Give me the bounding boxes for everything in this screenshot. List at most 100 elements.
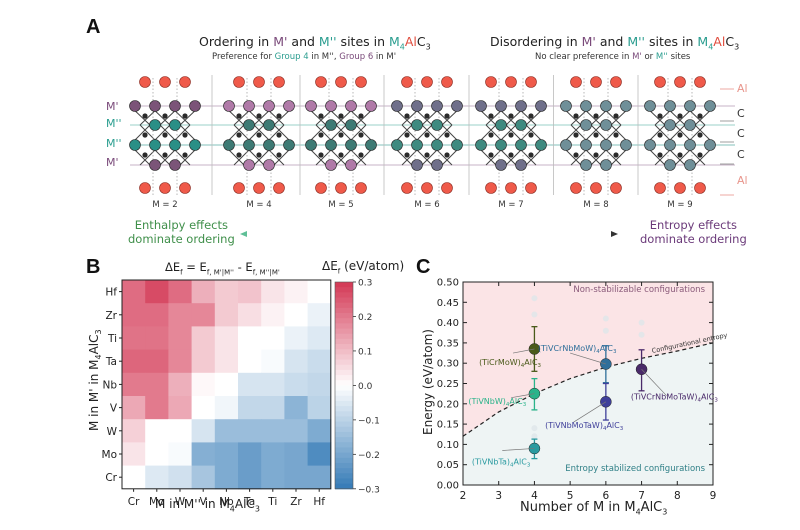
al-atom [315, 76, 327, 88]
heatmap-cell [191, 442, 216, 467]
c-atom [444, 132, 450, 138]
m-atom [580, 100, 592, 112]
colorbar-tick-label: 0.1 [358, 347, 372, 357]
heatmap-cell [238, 419, 262, 443]
structure-label-m4: M = 4 [246, 200, 272, 210]
x-tick-label: Mo [149, 496, 164, 508]
heatmap-cell [307, 326, 332, 351]
al-atom [253, 76, 265, 88]
heatmap-cell [191, 396, 216, 420]
heatmap-cell [122, 372, 146, 397]
formula-al: Al [713, 34, 726, 49]
al-atom [355, 76, 367, 88]
xlabel-part: AlC [640, 500, 663, 515]
m-double-prime-label: M'' [318, 34, 337, 49]
heatmap-cell [284, 465, 309, 490]
m-atom [345, 139, 357, 151]
al-atom [590, 182, 602, 194]
structure-label-m6: M = 6 [414, 200, 440, 210]
heatmap-xlabel: M in M'' in M4AlC3 [155, 497, 260, 513]
series-label: (TiVCrNbMoTaW)4AlC3 [631, 393, 718, 404]
al-atom [159, 76, 171, 88]
colorbar-label-sub: f [337, 267, 341, 276]
m-atom [515, 100, 527, 112]
title-part: - E [233, 260, 253, 274]
m-atom [391, 100, 403, 112]
heatmap-cell [307, 372, 332, 397]
x-tick-label: Zr [290, 496, 302, 508]
c-atom [142, 113, 148, 119]
m-atom [345, 100, 357, 112]
heatmap-cell [261, 326, 285, 351]
heatmap-cell [238, 465, 262, 490]
x-tick-label: Nb [219, 496, 234, 508]
heatmap-cell [284, 442, 309, 467]
xlabel-part: AlC [234, 497, 255, 511]
y-tick-label: Mo [102, 449, 117, 461]
heatmap-cell [191, 349, 216, 374]
c-atom [236, 113, 242, 119]
x-tick-label: 9 [710, 490, 717, 500]
formula-sub: 3 [734, 42, 740, 52]
title-part: ΔE [165, 260, 181, 274]
m-atom [451, 100, 463, 112]
c-atom [256, 132, 262, 138]
label-sub: 4 [698, 398, 702, 404]
c-atom [677, 113, 683, 119]
m-atom [684, 139, 696, 151]
entropy-caption: Entropy effects dominate ordering [640, 218, 747, 246]
colorbar-tick-label: −0.2 [358, 451, 380, 461]
site-label-c-1: C [737, 107, 745, 120]
x-tick-label: Ta [243, 496, 255, 508]
m-atom [149, 119, 161, 131]
m-atom [495, 100, 507, 112]
y-tick-label: 0.50 [437, 278, 459, 289]
c-atom [444, 152, 450, 158]
heatmap-cell [214, 349, 239, 374]
faint-data-point [531, 311, 538, 318]
al-atom [525, 182, 537, 194]
label-sub: 4 [521, 363, 525, 369]
c-atom [613, 113, 619, 119]
label-part: (TiCrMoW) [479, 358, 521, 367]
m-atom [475, 100, 487, 112]
subtitle-text: No clear preference in [535, 52, 633, 62]
c-atom [182, 152, 188, 158]
colorbar-segment [335, 338, 353, 345]
label-leader [570, 352, 606, 365]
heatmap-cell [122, 326, 146, 351]
heatmap-cell [307, 396, 332, 420]
label-part: (TiVNbMoTaW) [545, 421, 603, 430]
c-atom [358, 152, 364, 158]
m-atom [431, 139, 443, 151]
heatmap-cell [284, 396, 309, 420]
m-atom [223, 100, 235, 112]
arrow-head-right [611, 231, 618, 237]
y-tick-label: V [110, 403, 118, 415]
colorbar-tick-label: −0.1 [358, 416, 380, 426]
c-atom [573, 113, 579, 119]
al-atom [421, 182, 433, 194]
m-atom [560, 139, 572, 151]
y-tick-label: 0.15 [437, 420, 459, 431]
label-part: AlC [606, 421, 620, 430]
label-part: AlC [701, 393, 715, 402]
xlabel-sub: 4 [635, 507, 641, 517]
m-atom [644, 100, 656, 112]
m-atom [620, 100, 632, 112]
al-atom [139, 182, 151, 194]
colorbar-label-part: ΔE [322, 259, 338, 273]
label-leader [641, 369, 667, 396]
heatmap-cell [145, 419, 169, 443]
heatmap-cell [168, 372, 193, 397]
c-atom [162, 132, 168, 138]
formula-c: C [725, 34, 735, 49]
c-atom [593, 152, 599, 158]
x-tick-label: V [200, 496, 208, 508]
heatmap-ylabel: M in M' in M4AlC3 [87, 315, 103, 445]
panel-a-left-title: Ordering in M' and M'' sites in M4AlC3 [199, 34, 431, 52]
title-text: Ordering in [199, 34, 274, 49]
scatter-xlabel: Number of M in M4AlC3 [520, 500, 667, 517]
c-atom [142, 152, 148, 158]
heatmap-cell [191, 280, 216, 304]
